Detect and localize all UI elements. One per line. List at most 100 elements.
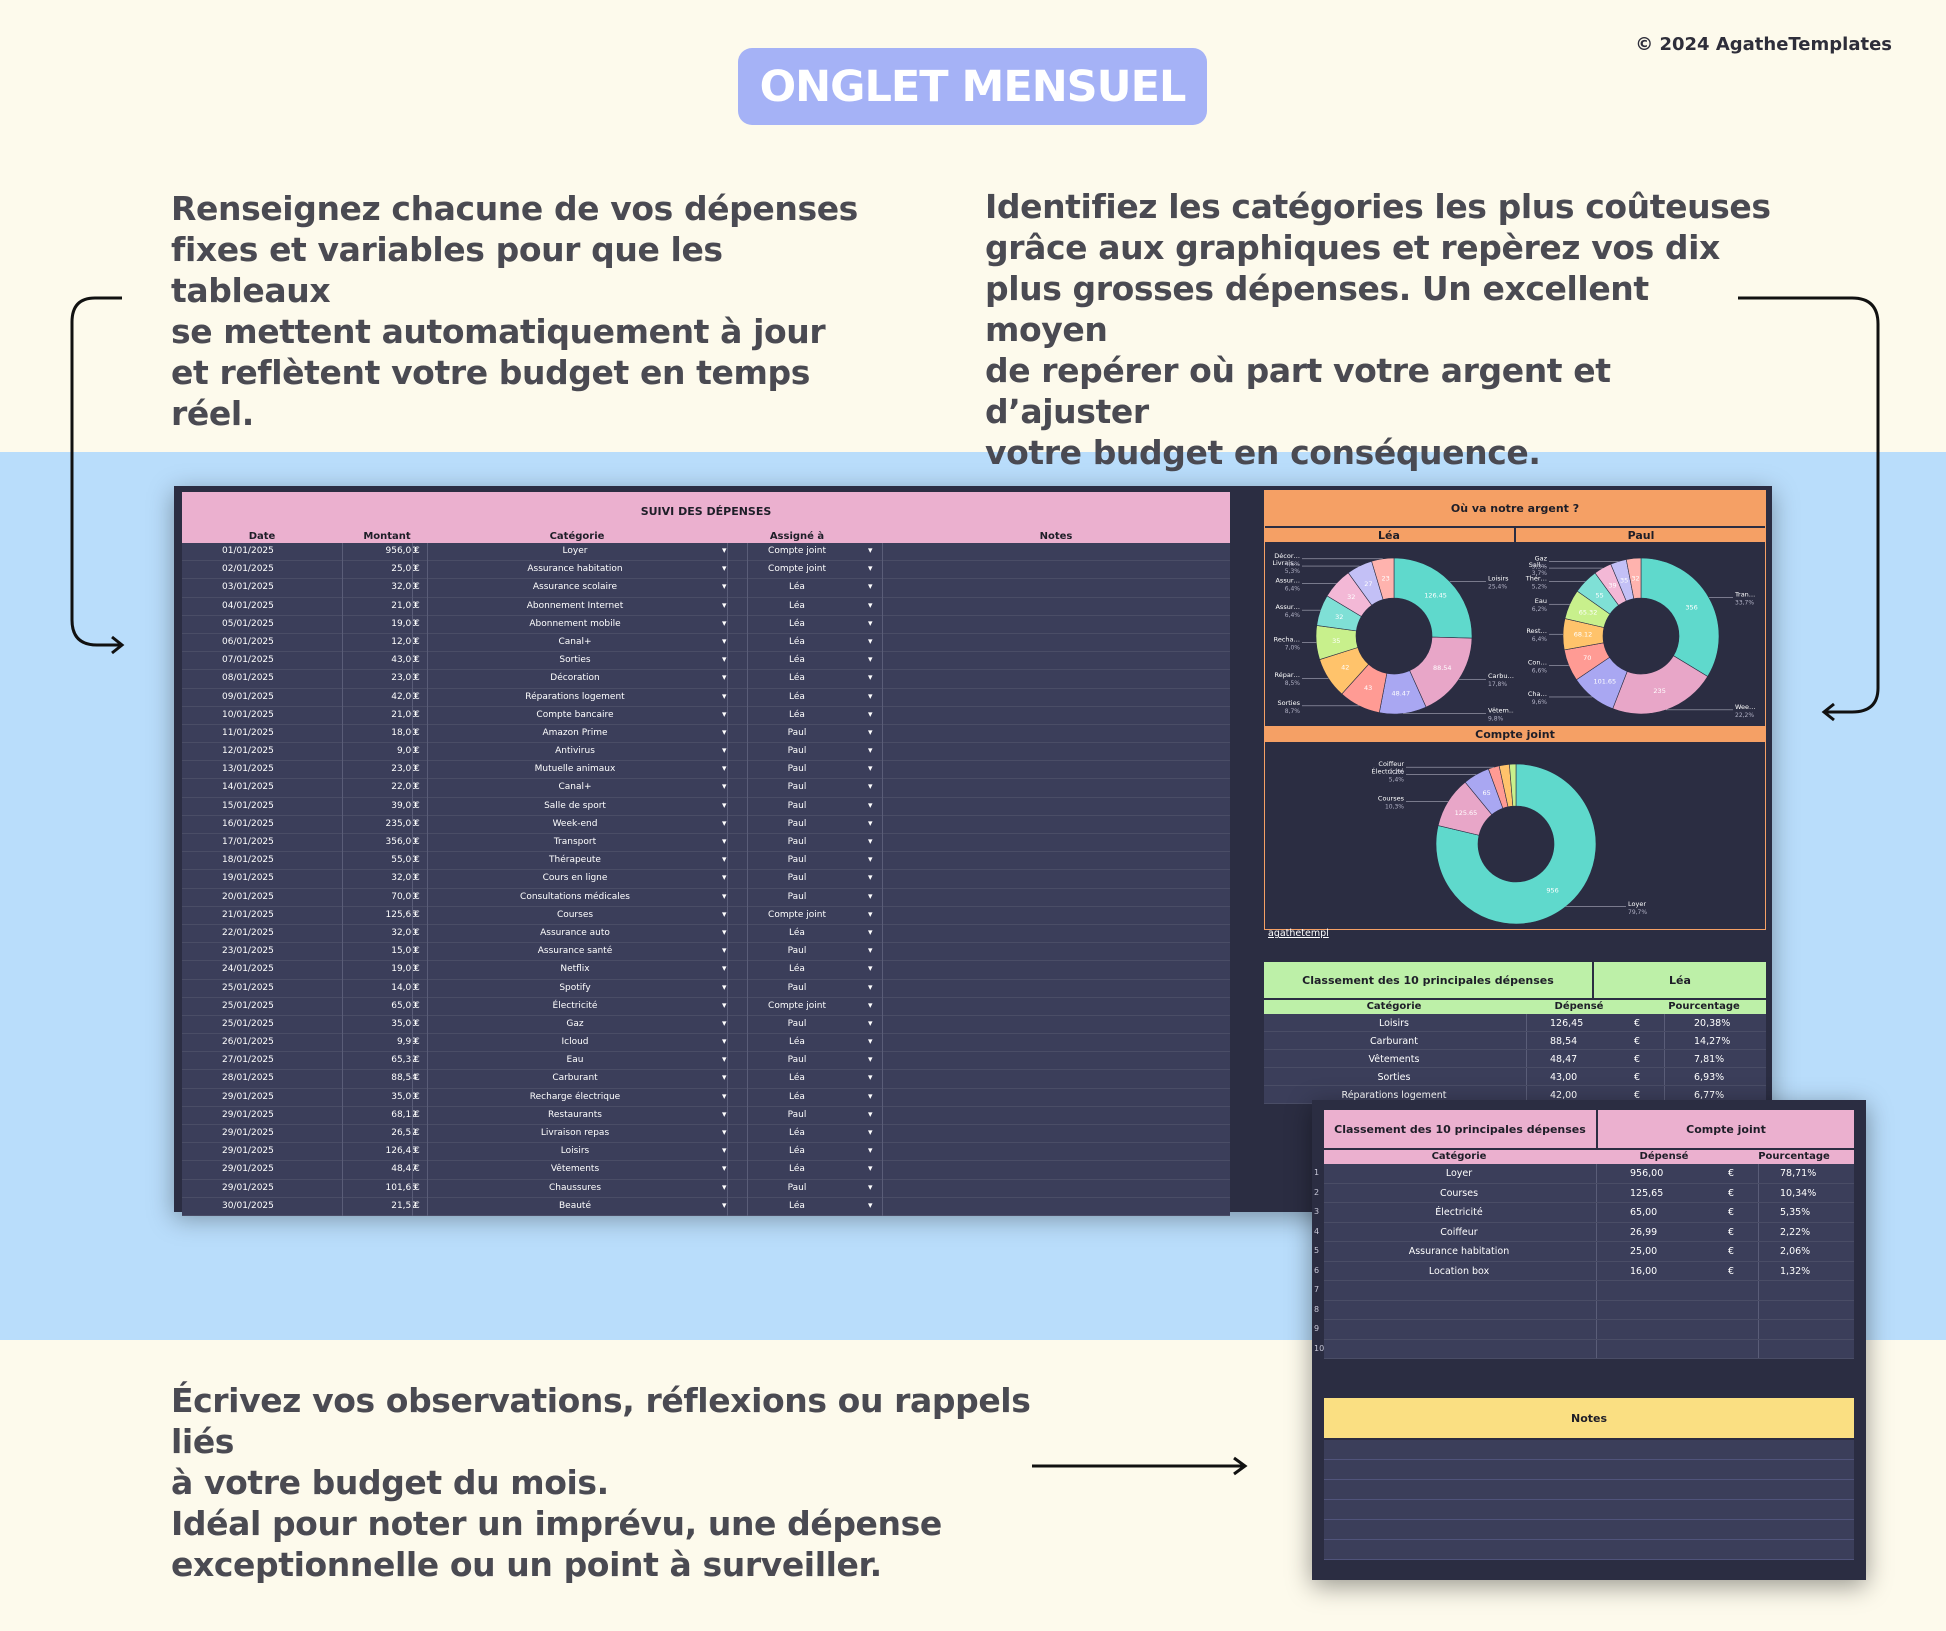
table-row[interactable]: 29/01/2025 48,47 € Vêtements ▾ Léa ▾ xyxy=(182,1161,1230,1180)
dropdown-caret-icon[interactable]: ▾ xyxy=(722,927,727,938)
dropdown-caret-icon[interactable]: ▾ xyxy=(722,909,727,920)
cell-date[interactable]: 28/01/2025 xyxy=(222,1073,274,1084)
dropdown-caret-icon[interactable]: ▾ xyxy=(868,782,873,793)
table-row[interactable]: 27/01/2025 65,32 € Eau ▾ Paul ▾ xyxy=(182,1052,1230,1071)
ranking-row[interactable]: 2Carburant88,54€14,27% xyxy=(1264,1032,1766,1050)
cell-amount[interactable]: 19,00 xyxy=(391,964,417,975)
cell-category[interactable]: Gaz xyxy=(566,1018,584,1029)
cell-category[interactable]: Recharge électrique xyxy=(529,1091,621,1102)
cell-category[interactable]: Livraison repas xyxy=(540,1128,610,1138)
cell-category[interactable]: Abonnement Internet xyxy=(526,600,624,611)
cell-assigned[interactable]: Léa xyxy=(789,964,805,975)
table-row[interactable]: 23/01/2025 15,00 € Assurance santé ▾ Paul ▾ xyxy=(182,943,1230,962)
cell-amount[interactable]: 23,00 xyxy=(391,673,417,684)
dropdown-caret-icon[interactable]: ▾ xyxy=(868,1091,873,1102)
notes-area[interactable] xyxy=(1324,1440,1854,1560)
cell-date[interactable]: 23/01/2025 xyxy=(222,946,274,957)
cell-amount[interactable]: 32,00 xyxy=(391,582,417,593)
cell-category[interactable]: Amazon Prime xyxy=(542,727,608,738)
ranking-row[interactable]: 10 xyxy=(1314,1339,1854,1359)
dropdown-caret-icon[interactable]: ▾ xyxy=(868,764,873,775)
cell-amount[interactable]: 26,52 xyxy=(391,1128,417,1138)
cell-category[interactable]: Loyer xyxy=(562,546,588,556)
cell-date[interactable]: 02/01/2025 xyxy=(222,564,274,575)
cell-assigned[interactable]: Léa xyxy=(789,582,805,593)
dropdown-caret-icon[interactable]: ▾ xyxy=(868,837,873,847)
table-row[interactable]: 20/01/2025 70,00 € Consultations médicales ▾… xyxy=(182,888,1230,907)
cell-date[interactable]: 29/01/2025 xyxy=(222,1091,274,1102)
cell-category[interactable]: Électricité xyxy=(552,1000,598,1011)
cell-assigned[interactable]: Léa xyxy=(789,691,805,702)
dropdown-caret-icon[interactable]: ▾ xyxy=(722,1000,727,1011)
cell-category[interactable]: Restaurants xyxy=(548,1109,602,1120)
dropdown-caret-icon[interactable]: ▾ xyxy=(722,1073,727,1084)
cell-category[interactable]: Icloud xyxy=(561,1037,589,1048)
dropdown-caret-icon[interactable]: ▾ xyxy=(722,855,727,866)
cell-assigned[interactable]: Paul xyxy=(787,837,807,847)
cell-amount[interactable]: 32,00 xyxy=(391,873,417,884)
cell-assigned[interactable]: Paul xyxy=(787,873,807,884)
table-row[interactable]: 28/01/2025 88,54 € Carburant ▾ Léa ▾ xyxy=(182,1070,1230,1089)
dropdown-caret-icon[interactable]: ▾ xyxy=(722,782,727,793)
cell-date[interactable]: 14/01/2025 xyxy=(222,782,274,793)
cell-category[interactable]: Canal+ xyxy=(558,782,592,793)
cell-date[interactable]: 16/01/2025 xyxy=(222,818,274,829)
dropdown-caret-icon[interactable]: ▾ xyxy=(722,1146,727,1157)
table-row[interactable]: 25/01/2025 14,00 € Spotify ▾ Paul ▾ xyxy=(182,979,1230,998)
dropdown-caret-icon[interactable]: ▾ xyxy=(868,691,873,702)
cell-assigned[interactable]: Léa xyxy=(789,1146,805,1157)
cell-category[interactable]: Carburant xyxy=(552,1073,598,1084)
dropdown-caret-icon[interactable]: ▾ xyxy=(868,709,873,720)
cell-amount[interactable]: 68,12 xyxy=(391,1109,417,1120)
cell-assigned[interactable]: Paul xyxy=(787,764,807,775)
dropdown-caret-icon[interactable]: ▾ xyxy=(868,1200,873,1211)
cell-assigned[interactable]: Compte joint xyxy=(768,546,826,556)
cell-amount[interactable]: 356,00 xyxy=(385,837,418,847)
table-row[interactable]: 26/01/2025 9,99 € Icloud ▾ Léa ▾ xyxy=(182,1034,1230,1053)
table-row[interactable]: 01/01/2025 956,00 € Loyer ▾ Compte joint ▾ xyxy=(182,543,1230,562)
cell-assigned[interactable]: Paul xyxy=(787,727,807,738)
cell-category[interactable]: Décoration xyxy=(550,673,600,684)
cell-assigned[interactable]: Paul xyxy=(787,818,807,829)
cell-amount[interactable]: 21,00 xyxy=(391,709,417,720)
cell-date[interactable]: 29/01/2025 xyxy=(222,1128,274,1138)
cell-category[interactable]: Sorties xyxy=(559,655,591,666)
cell-amount[interactable]: 956,00 xyxy=(385,546,418,556)
cell-amount[interactable]: 35,00 xyxy=(391,1091,417,1102)
table-row[interactable]: 29/01/2025 101,65 € Chaussures ▾ Paul ▾ xyxy=(182,1179,1230,1198)
ranking-row[interactable]: 1 Loyer 956,00 €78,71% xyxy=(1314,1164,1854,1184)
cell-date[interactable]: 25/01/2025 xyxy=(222,1018,274,1029)
cell-assigned[interactable]: Paul xyxy=(787,1018,807,1029)
cell-assigned[interactable]: Léa xyxy=(789,600,805,611)
cell-amount[interactable]: 23,00 xyxy=(391,764,417,775)
dropdown-caret-icon[interactable]: ▾ xyxy=(722,891,727,902)
cell-assigned[interactable]: Léa xyxy=(789,1200,805,1211)
cell-date[interactable]: 30/01/2025 xyxy=(222,1200,274,1211)
dropdown-caret-icon[interactable]: ▾ xyxy=(868,1037,873,1048)
cell-assigned[interactable]: Paul xyxy=(787,946,807,957)
dropdown-caret-icon[interactable]: ▾ xyxy=(722,1182,727,1193)
dropdown-caret-icon[interactable]: ▾ xyxy=(722,1037,727,1048)
cell-amount[interactable]: 22,00 xyxy=(391,782,417,793)
cell-date[interactable]: 06/01/2025 xyxy=(222,636,274,647)
dropdown-caret-icon[interactable]: ▾ xyxy=(868,636,873,647)
ranking-row[interactable]: 7 xyxy=(1314,1281,1854,1301)
cell-amount[interactable]: 101,65 xyxy=(385,1182,418,1193)
dropdown-caret-icon[interactable]: ▾ xyxy=(868,600,873,611)
ranking-row[interactable]: 3 Électricité 65,00 €5,35% xyxy=(1314,1203,1854,1223)
cell-category[interactable]: Salle de sport xyxy=(544,800,606,811)
table-row[interactable]: 06/01/2025 12,00 € Canal+ ▾ Léa ▾ xyxy=(182,633,1230,653)
cell-amount[interactable]: 9,99 xyxy=(396,1037,417,1048)
cell-amount[interactable]: 55,00 xyxy=(391,855,417,866)
dropdown-caret-icon[interactable]: ▾ xyxy=(722,982,727,993)
cell-amount[interactable]: 39,00 xyxy=(391,800,417,811)
cell-assigned[interactable]: Léa xyxy=(789,1164,805,1175)
cell-amount[interactable]: 35,00 xyxy=(391,1018,417,1029)
dropdown-caret-icon[interactable]: ▾ xyxy=(868,982,873,993)
cell-assigned[interactable]: Paul xyxy=(787,891,807,902)
dropdown-caret-icon[interactable]: ▾ xyxy=(868,1073,873,1084)
table-row[interactable]: 22/01/2025 32,00 € Assurance auto ▾ Léa ▾ xyxy=(182,924,1230,944)
dropdown-caret-icon[interactable]: ▾ xyxy=(722,764,727,775)
dropdown-caret-icon[interactable]: ▾ xyxy=(722,691,727,702)
table-row[interactable]: 14/01/2025 22,00 € Canal+ ▾ Paul ▾ xyxy=(182,779,1230,798)
